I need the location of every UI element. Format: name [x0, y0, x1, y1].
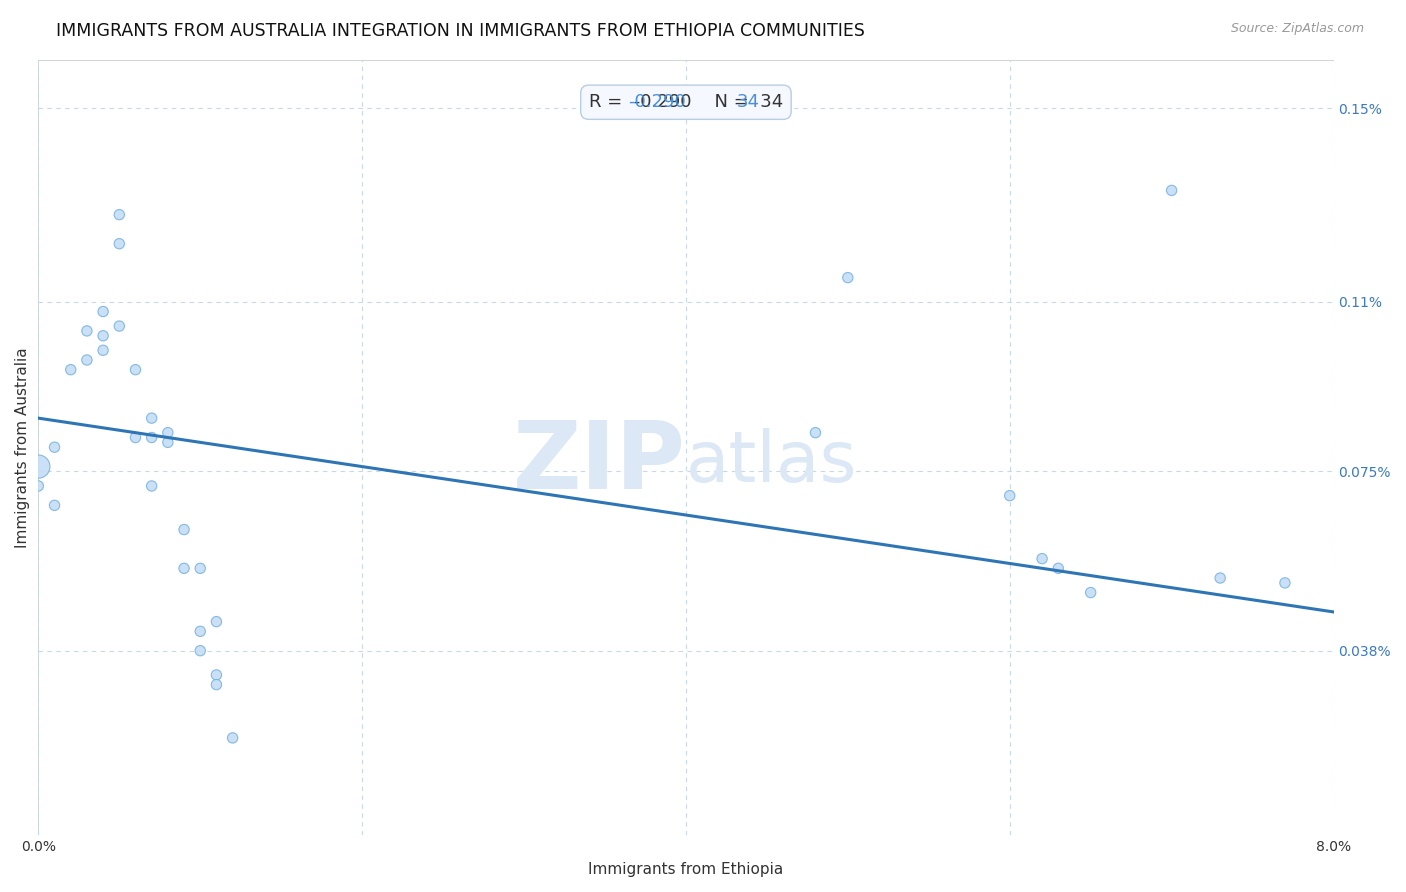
- Point: [188, 624, 211, 639]
- Point: [188, 643, 211, 657]
- Text: ZIP: ZIP: [513, 417, 686, 508]
- Point: [59, 362, 82, 376]
- Point: [76, 324, 98, 338]
- Point: [141, 430, 163, 444]
- Point: [1031, 551, 1053, 566]
- Text: atlas: atlas: [686, 428, 858, 497]
- Point: [44, 440, 66, 454]
- Point: [141, 411, 163, 425]
- Point: [91, 328, 114, 343]
- Point: [1209, 571, 1232, 585]
- Point: [108, 208, 131, 222]
- Point: [156, 425, 179, 440]
- Point: [205, 668, 228, 682]
- Point: [1160, 183, 1182, 197]
- Text: -0.290: -0.290: [628, 94, 686, 112]
- Point: [124, 430, 146, 444]
- Point: [173, 523, 195, 537]
- Point: [91, 304, 114, 318]
- Point: [27, 479, 49, 493]
- Y-axis label: Immigrants from Australia: Immigrants from Australia: [15, 347, 30, 548]
- Point: [108, 319, 131, 334]
- Point: [205, 677, 228, 691]
- Point: [188, 561, 211, 575]
- Point: [141, 479, 163, 493]
- Point: [108, 236, 131, 251]
- Point: [837, 270, 859, 285]
- Point: [44, 499, 66, 513]
- Point: [173, 561, 195, 575]
- Point: [124, 362, 146, 376]
- Point: [998, 489, 1021, 503]
- Point: [1080, 585, 1102, 599]
- Point: [156, 435, 179, 450]
- Point: [205, 615, 228, 629]
- Text: Source: ZipAtlas.com: Source: ZipAtlas.com: [1230, 22, 1364, 36]
- Point: [1274, 575, 1296, 590]
- Point: [1047, 561, 1070, 575]
- Point: [91, 343, 114, 358]
- Point: [27, 459, 49, 474]
- X-axis label: Immigrants from Ethiopia: Immigrants from Ethiopia: [588, 862, 783, 877]
- Point: [76, 353, 98, 368]
- Point: [804, 425, 827, 440]
- Text: R =  -0.290    N =  34: R = -0.290 N = 34: [589, 94, 783, 112]
- Text: IMMIGRANTS FROM AUSTRALIA INTEGRATION IN IMMIGRANTS FROM ETHIOPIA COMMUNITIES: IMMIGRANTS FROM AUSTRALIA INTEGRATION IN…: [56, 22, 865, 40]
- Point: [221, 731, 243, 745]
- Text: 34: 34: [737, 94, 759, 112]
